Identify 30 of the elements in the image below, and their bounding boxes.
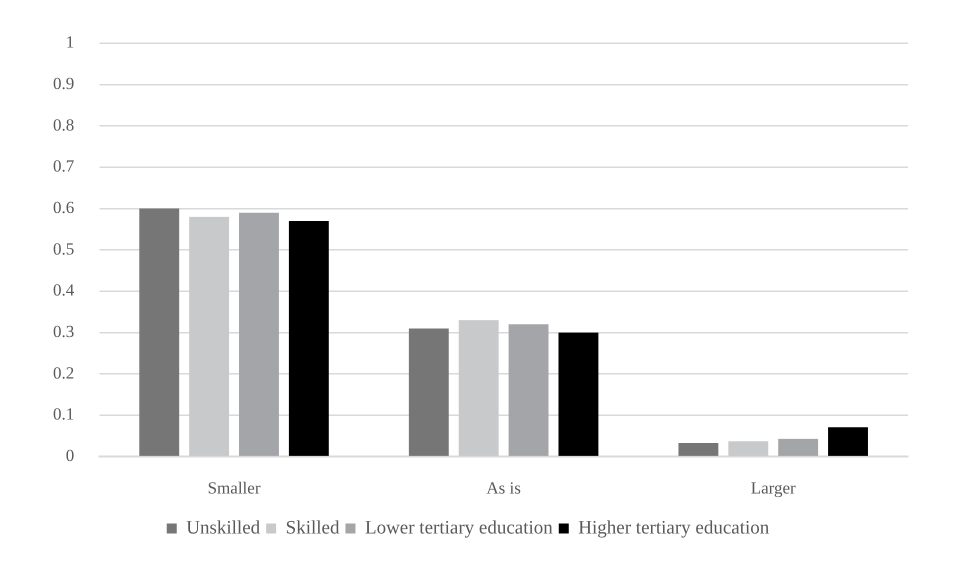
y-tick-label: 0.8: [53, 115, 74, 134]
bar: [558, 332, 598, 456]
x-tick-label: Larger: [750, 478, 796, 498]
legend-label: Lower tertiary education: [364, 517, 554, 538]
bar: [408, 328, 449, 456]
y-tick-label: 0.7: [53, 156, 75, 176]
bar: [828, 427, 868, 456]
bar: [139, 208, 180, 456]
y-tick-label: 0.4: [53, 280, 75, 300]
y-tick-label: 0.6: [53, 198, 74, 218]
y-tick-label: 0.5: [53, 239, 74, 258]
legend-label: Unskilled: [186, 517, 261, 538]
y-tick-label: 0.2: [53, 363, 74, 382]
y-tick-label: 1: [66, 32, 74, 52]
y-tick-label: 0.1: [53, 404, 74, 424]
bar: [288, 220, 329, 456]
y-tick-label: 0: [66, 446, 74, 466]
legend-label: Higher tertiary education: [578, 517, 770, 538]
bar: [239, 212, 279, 456]
bar: [728, 441, 768, 456]
bar: [678, 442, 718, 456]
bar: [508, 324, 549, 456]
x-tick-label: As is: [486, 478, 521, 498]
x-tick-label: Smaller: [208, 478, 261, 498]
y-tick-label: 0.3: [53, 322, 74, 342]
bar: [778, 438, 818, 456]
bar: [458, 320, 499, 456]
legend-label: Skilled: [286, 517, 340, 538]
bar: [189, 216, 230, 456]
y-tick-label: 0.9: [53, 74, 74, 94]
